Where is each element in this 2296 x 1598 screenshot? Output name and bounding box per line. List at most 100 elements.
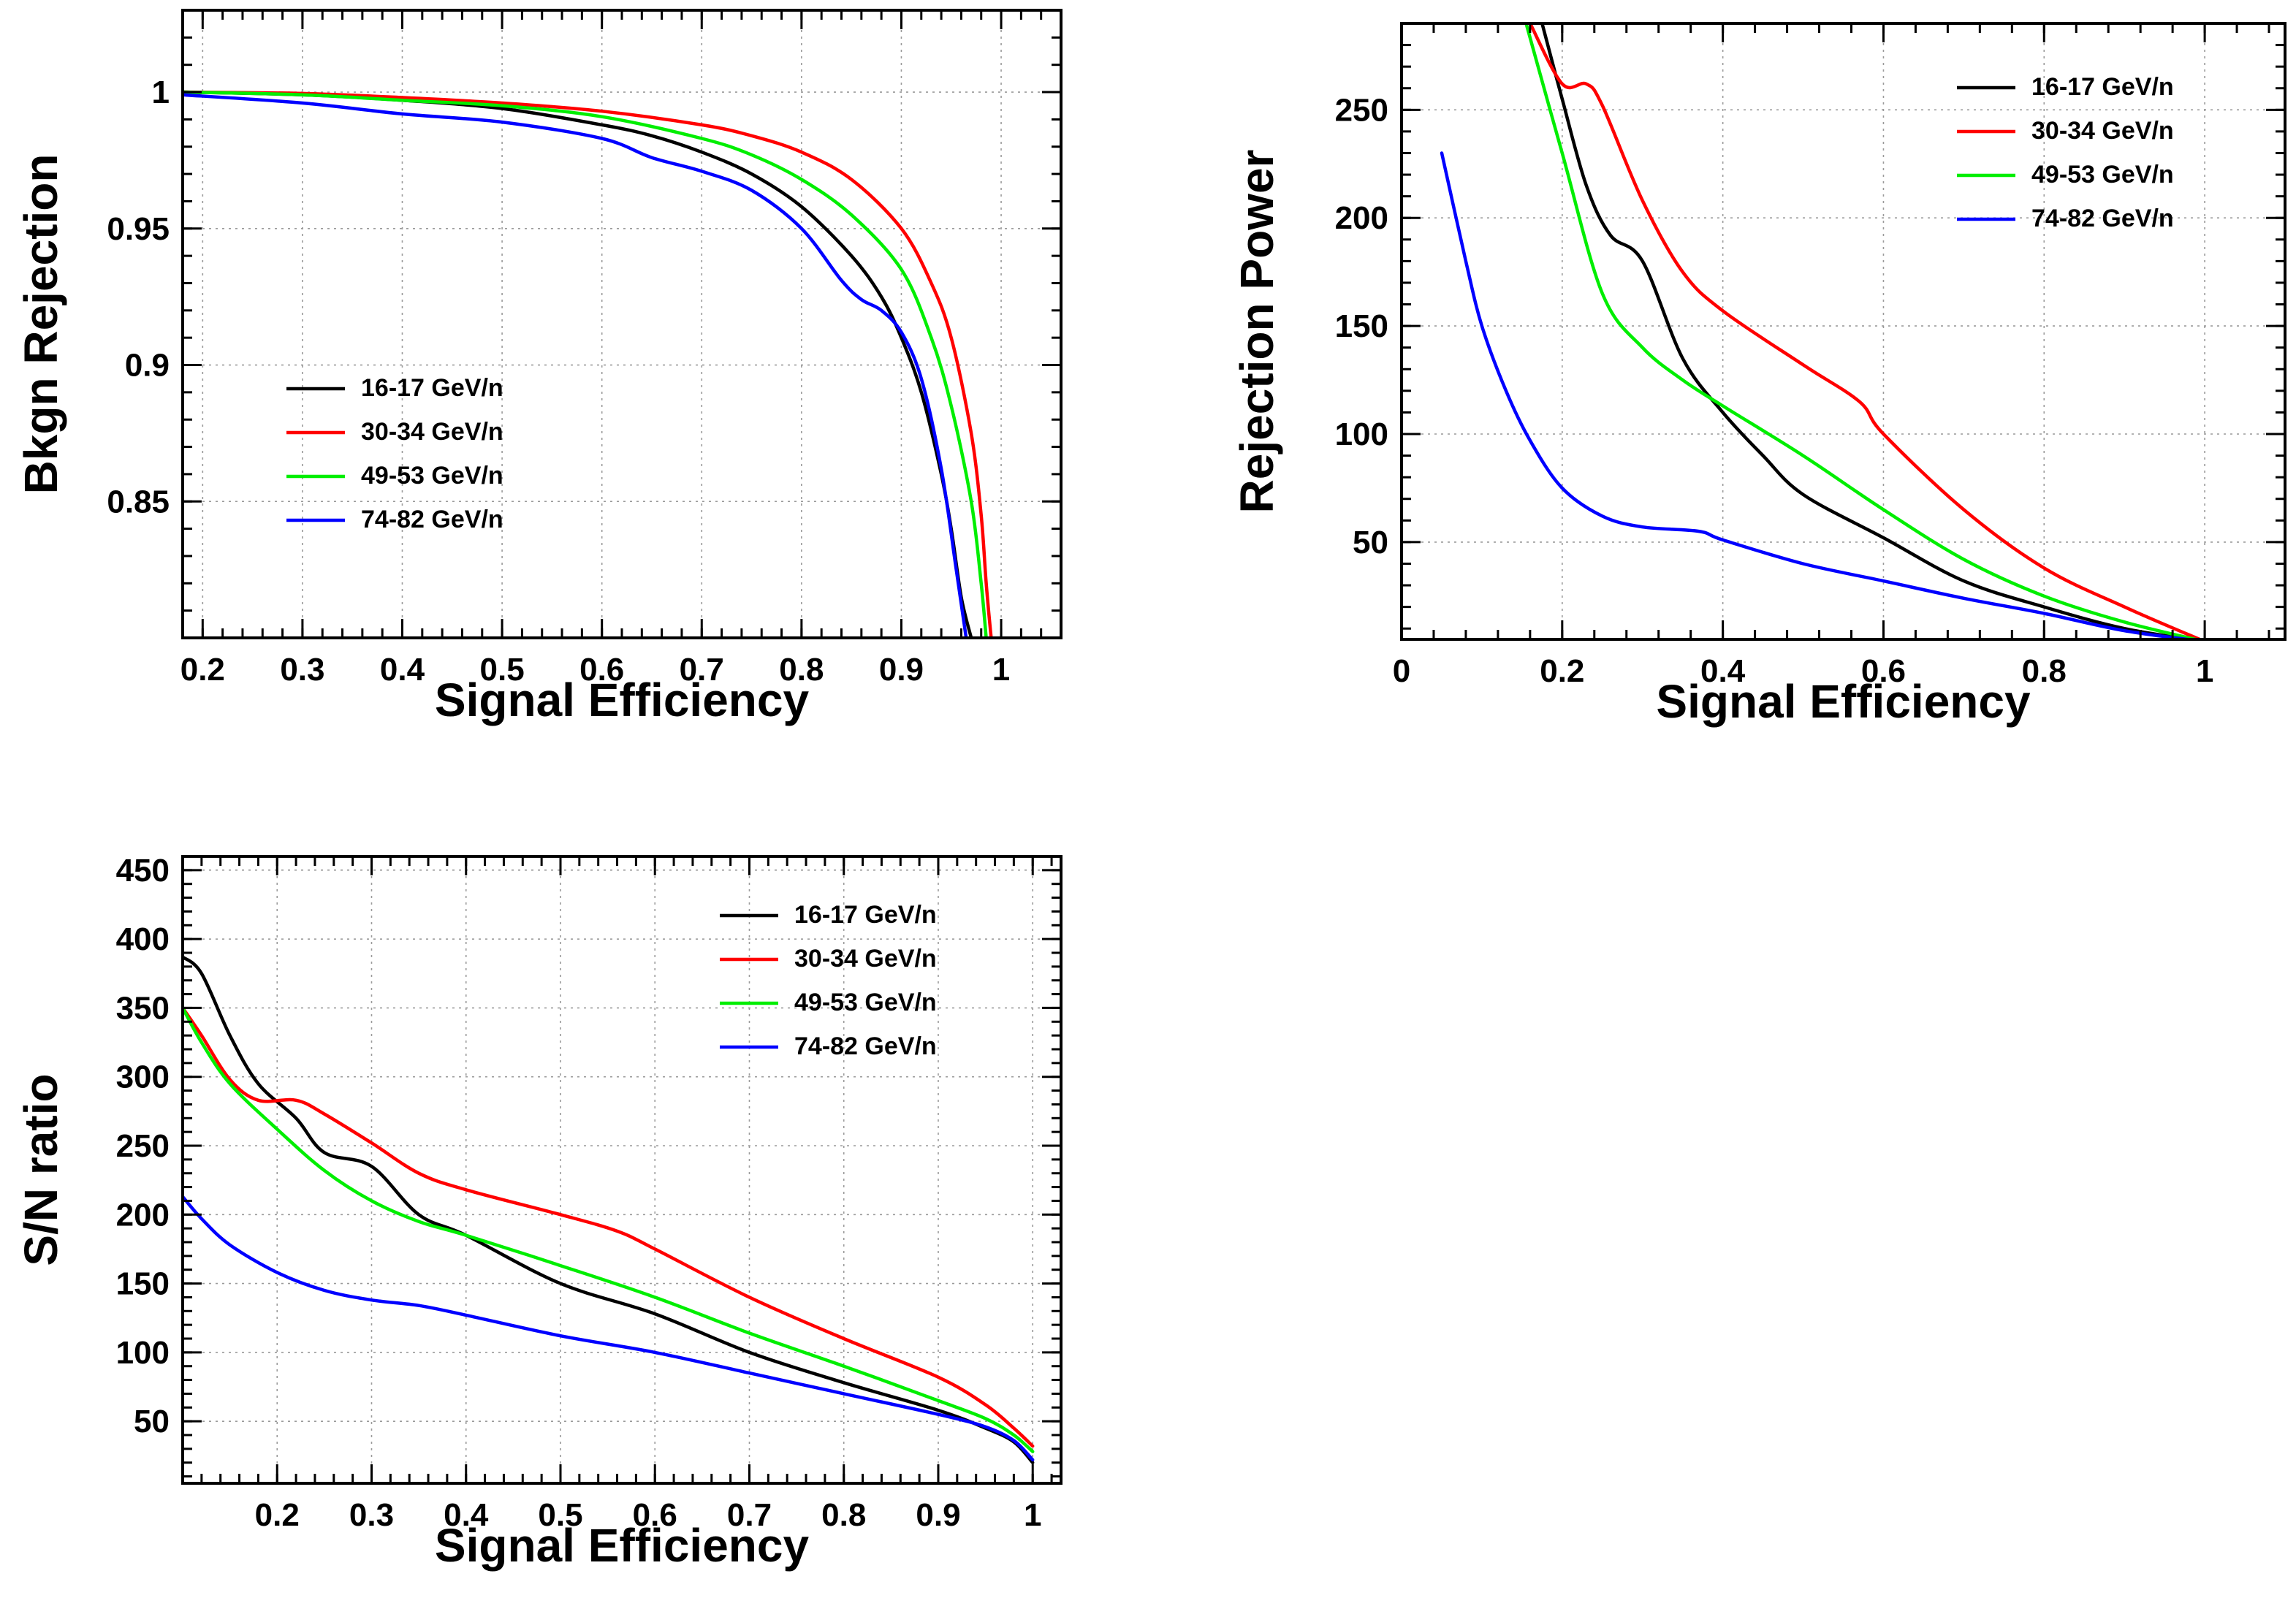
x-tick-label: 0.7 (727, 1497, 772, 1533)
x-tick-label: 0.7 (680, 652, 724, 688)
x-tick-label: 0.2 (1540, 653, 1584, 689)
y-tick-label: 200 (116, 1197, 170, 1233)
legend-label: 16-17 GeV/n (2031, 73, 2174, 101)
legend: 16-17 GeV/n 30-34 GeV/n 49-53 GeV/n 74-8… (1957, 73, 2174, 232)
y-tick-labels: 0.85 0.9 0.95 1 (107, 75, 170, 520)
legend-label: 30-34 GeV/n (2031, 117, 2174, 145)
series-line-49-53 (1524, 23, 2203, 639)
grid (183, 10, 1061, 638)
grid (183, 856, 1061, 1483)
x-axis-title: Signal Efficiency (1656, 675, 2031, 728)
series-lines (183, 90, 993, 638)
series-line-74-82 (1440, 151, 2201, 639)
plot-frame (1400, 22, 2287, 641)
legend-label: 49-53 GeV/n (2031, 161, 2174, 189)
legend-label: 74-82 GeV/n (794, 1032, 937, 1060)
series-line-16-17 (183, 955, 1035, 1464)
x-tick-labels: 0.2 0.3 0.4 0.5 0.6 0.7 0.8 0.9 1 (255, 1497, 1042, 1533)
rejection-power-chart: 0 0.2 0.4 0.6 0.8 1 50 100 150 200 250 Signal Eff… (1231, 22, 2287, 728)
legend-label: 30-34 GeV/n (361, 418, 503, 446)
legend-entry: 16-17 GeV/n (720, 901, 937, 929)
legend-entry: 16-17 GeV/n (1957, 73, 2174, 101)
legend-label: 49-53 GeV/n (361, 462, 503, 490)
series-lines (183, 955, 1035, 1464)
x-tick-label: 0 (1393, 653, 1410, 689)
series-line-74-82 (183, 1195, 1035, 1462)
x-tick-label: 0.8 (821, 1497, 866, 1533)
x-tick-label: 0.5 (538, 1497, 582, 1533)
y-tick-label: 250 (1335, 92, 1388, 128)
legend-entry: 74-82 GeV/n (1957, 205, 2174, 232)
x-tick-label: 1 (1024, 1497, 1041, 1533)
series-lines (1440, 23, 2204, 639)
legend-label: 74-82 GeV/n (2031, 205, 2174, 232)
series-line-49-53 (183, 1006, 1035, 1453)
legend: 16-17 GeV/n 30-34 GeV/n 49-53 GeV/n 74-8… (720, 901, 937, 1060)
x-tick-label: 0.8 (2022, 653, 2067, 689)
y-tick-label: 0.95 (107, 211, 170, 247)
x-tick-labels: 0 0.2 0.4 0.6 0.8 1 (1393, 653, 2214, 689)
legend-label: 49-53 GeV/n (794, 989, 937, 1016)
series-line-74-82 (183, 93, 968, 638)
y-tick-label: 100 (116, 1335, 170, 1371)
y-tick-label: 150 (1335, 308, 1388, 344)
y-tick-label: 400 (116, 921, 170, 957)
series-line-30-34 (1528, 23, 2204, 639)
x-tick-label: 0.8 (779, 652, 824, 688)
y-tick-label: 50 (1353, 525, 1388, 560)
legend-entry: 30-34 GeV/n (1957, 117, 2174, 145)
legend-label: 16-17 GeV/n (361, 374, 503, 402)
y-axis-title: Bkgn Rejection (15, 154, 67, 495)
x-tick-label: 0.9 (879, 652, 924, 688)
y-tick-label: 450 (116, 853, 170, 889)
bkgn-rejection-chart: 0.2 0.3 0.4 0.5 0.6 0.7 0.8 0.9 1 0.85 0.9 0.95 1 S… (15, 9, 1063, 726)
legend-entry: 30-34 GeV/n (286, 418, 503, 446)
y-tick-label: 300 (116, 1059, 170, 1095)
y-tick-label: 0.85 (107, 484, 170, 520)
x-tick-label: 1 (2196, 653, 2213, 689)
x-tick-labels: 0.2 0.3 0.4 0.5 0.6 0.7 0.8 0.9 1 (180, 652, 1011, 688)
y-tick-label: 150 (116, 1266, 170, 1302)
x-tick-label: 0.3 (349, 1497, 394, 1533)
x-tick-label: 0.5 (480, 652, 525, 688)
y-tick-labels: 50 100 150 200 250 (1335, 92, 1388, 560)
sn-ratio-chart: 0.2 0.3 0.4 0.5 0.6 0.7 0.8 0.9 1 50 100 150 200 250… (15, 853, 1063, 1572)
x-tick-label: 0.4 (1700, 653, 1746, 689)
x-tick-label: 1 (992, 652, 1010, 688)
legend-entry: 49-53 GeV/n (720, 989, 937, 1016)
y-axis-title: S/N ratio (15, 1073, 67, 1266)
y-tick-label: 1 (152, 75, 170, 110)
x-axis-title: Signal Efficiency (435, 674, 810, 726)
legend-label: 74-82 GeV/n (361, 506, 503, 533)
x-tick-label: 0.4 (380, 652, 425, 688)
y-tick-label: 0.9 (125, 348, 170, 384)
ticks (181, 855, 1061, 1483)
x-tick-label: 0.2 (255, 1497, 300, 1533)
x-tick-label: 0.6 (1861, 653, 1906, 689)
x-tick-label: 0.9 (916, 1497, 960, 1533)
x-tick-label: 0.3 (280, 652, 324, 688)
series-line-16-17 (1540, 23, 2202, 639)
legend-entry: 49-53 GeV/n (286, 462, 503, 490)
legend-label: 30-34 GeV/n (794, 945, 937, 973)
x-tick-label: 0.4 (444, 1497, 489, 1533)
plot-frame (181, 855, 1063, 1485)
legend-entry: 74-82 GeV/n (720, 1032, 937, 1060)
series-line-30-34 (183, 1006, 1035, 1448)
y-tick-labels: 50 100 150 200 250 300 350 400 450 (116, 853, 170, 1439)
legend-label: 16-17 GeV/n (794, 901, 937, 929)
x-tick-label: 0.6 (579, 652, 624, 688)
y-tick-label: 350 (116, 990, 170, 1026)
y-tick-label: 50 (134, 1404, 170, 1439)
legend-entry: 16-17 GeV/n (286, 374, 503, 402)
y-tick-label: 100 (1335, 416, 1388, 452)
y-tick-label: 200 (1335, 200, 1388, 236)
series-line-49-53 (183, 90, 988, 638)
x-tick-label: 0.6 (633, 1497, 677, 1533)
legend-entry: 49-53 GeV/n (1957, 161, 2174, 189)
series-line-30-34 (183, 90, 993, 638)
x-tick-label: 0.2 (180, 652, 225, 688)
ticks (1400, 22, 2285, 639)
